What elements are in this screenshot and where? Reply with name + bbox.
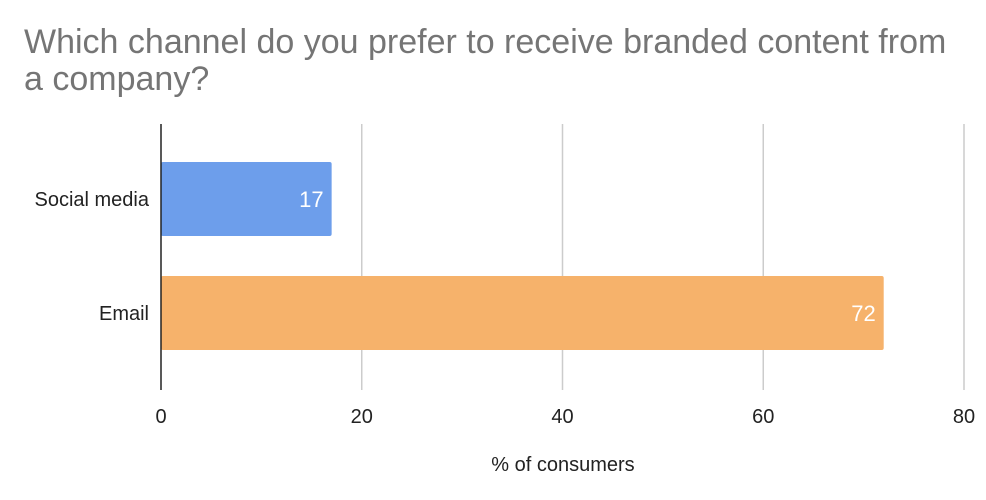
x-tick-label: 0 bbox=[155, 406, 166, 428]
x-tick-label: 80 bbox=[953, 406, 975, 428]
x-tick-label: 40 bbox=[551, 406, 573, 428]
bar-value-label: 72 bbox=[851, 301, 875, 326]
y-tick-label: Social media bbox=[34, 189, 149, 211]
bar-1 bbox=[161, 276, 884, 350]
bar-0 bbox=[161, 162, 332, 236]
chart-title: Which channel do you prefer to receive b… bbox=[24, 23, 947, 98]
x-tick-label: 20 bbox=[351, 406, 373, 428]
x-axis-label: % of consumers bbox=[491, 454, 635, 476]
x-tick-label: 60 bbox=[752, 406, 774, 428]
y-tick-label: Email bbox=[99, 303, 149, 325]
bar-value-label: 17 bbox=[299, 187, 323, 212]
